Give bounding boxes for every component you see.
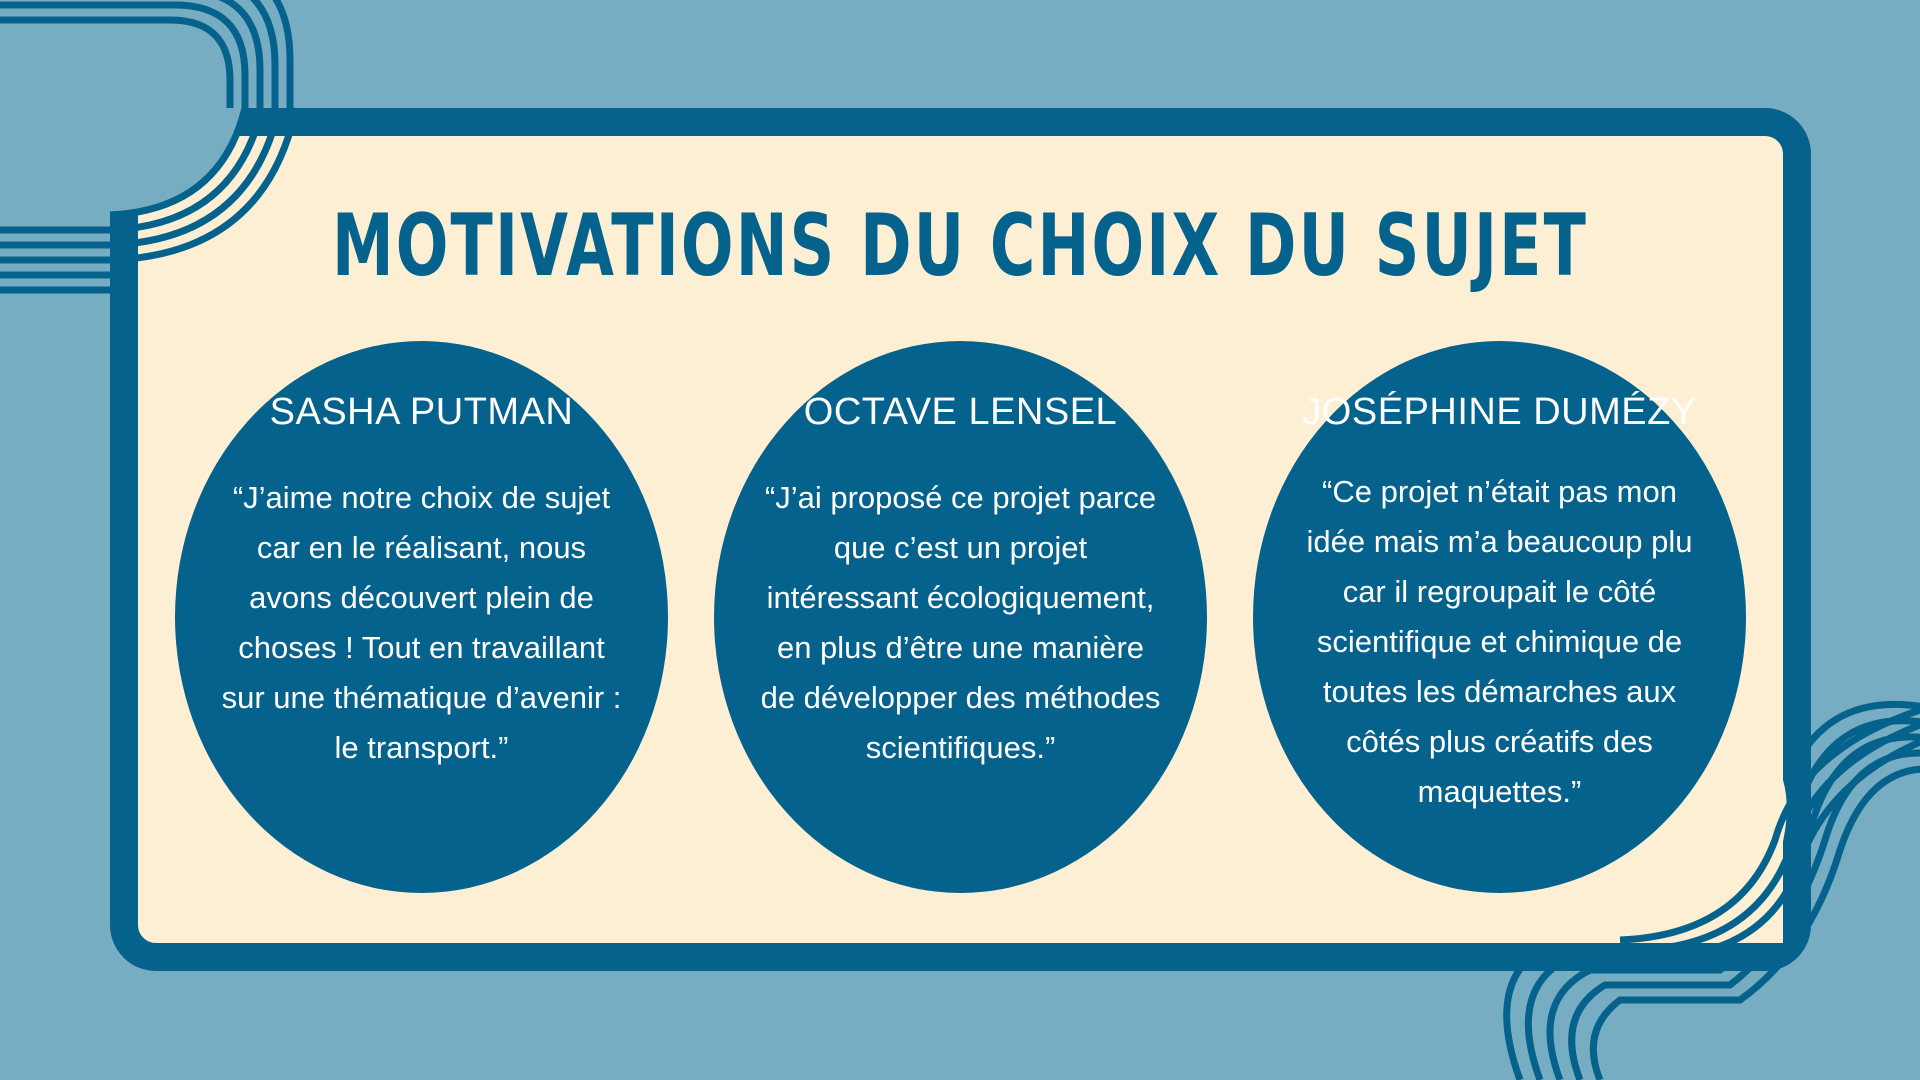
card-name: SASHA PUTMAN — [269, 391, 574, 433]
decorative-corner-top-left — [109, 107, 300, 264]
card-quote: “J’ai proposé ce projet parce que c’est … — [760, 480, 1161, 765]
card-name: OCTAVE LENSEL — [803, 391, 1118, 433]
decorative-corner-bottom-right — [1619, 706, 1920, 962]
motivation-card-josephine: JOSÉPHINE DUMÉZY “Ce projet n’était pas … — [1253, 341, 1746, 893]
motivation-card-sasha: SASHA PUTMAN “J’aime notre choix de suje… — [175, 341, 668, 893]
page-title: MOTIVATIONS DU CHOIX DU SUJET — [331, 196, 1589, 296]
card-quote: “Ce projet n’était pas mon idée mais m’a… — [1306, 474, 1693, 809]
motivation-card-octave: OCTAVE LENSEL “J’ai proposé ce projet pa… — [714, 341, 1207, 893]
card-quote: “J’aime notre choix de sujet car en le r… — [221, 480, 622, 765]
card-name: JOSÉPHINE DUMÉZY — [1302, 391, 1697, 433]
